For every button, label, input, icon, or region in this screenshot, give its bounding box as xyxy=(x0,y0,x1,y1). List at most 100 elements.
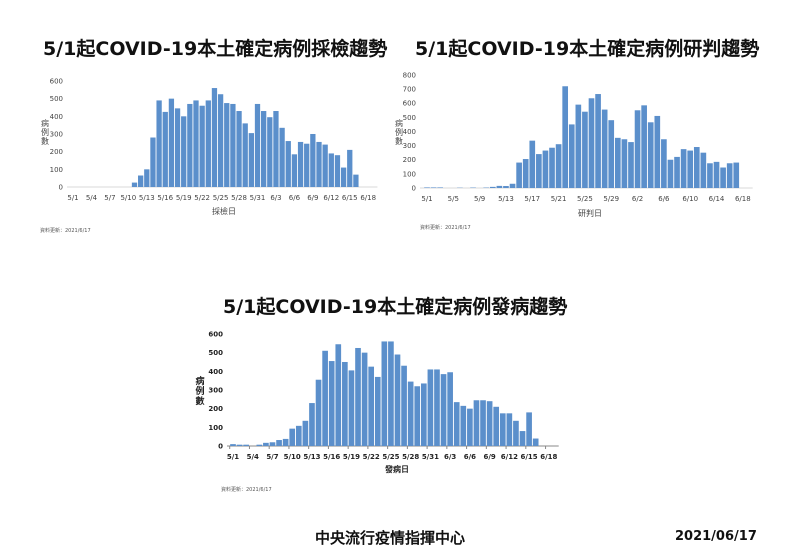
bar-5/14 xyxy=(509,183,516,188)
onset-chart: 5/1 5/4 5/7 5/10 5/13 5/16 5/19 5/22 5/25 5/28 5/3… xyxy=(208,328,580,468)
bar-5/30 xyxy=(420,383,427,446)
bar-5/29 xyxy=(608,120,615,188)
y-tick-label: 500 xyxy=(208,349,223,357)
y-tick-label: 100 xyxy=(208,424,223,432)
bar-6/12 xyxy=(700,152,707,188)
bar-6/2 xyxy=(634,110,641,188)
bar-6/8 xyxy=(674,156,680,188)
bar-5/2 xyxy=(236,444,243,446)
bar-6/16 xyxy=(353,174,359,187)
bar-6/14 xyxy=(713,161,720,188)
bar-6/12 xyxy=(506,413,513,446)
bar-6/10 xyxy=(493,406,500,446)
x-tick-label: 5/28 xyxy=(402,453,419,461)
x-tick-label: 6/3 xyxy=(444,453,456,461)
bar-5/22 xyxy=(368,366,375,446)
bar-5/11 xyxy=(295,425,302,446)
bar-6/3 xyxy=(447,372,453,446)
x-tick-label: 6/6 xyxy=(658,195,670,203)
bar-5/21 xyxy=(361,352,368,446)
bar-5/5 xyxy=(256,444,263,446)
bar-5/18 xyxy=(174,108,181,187)
bar-6/2 xyxy=(267,117,273,187)
diagnosis-bar-chart: 5/1 5/5 5/9 5/13 5/17 5/21 5/25 5/29 6/2 6/6 6/10 6… xyxy=(403,71,753,203)
bar-5/17 xyxy=(168,98,175,187)
bar-5/1 xyxy=(230,444,236,446)
bar-5/30 xyxy=(614,137,621,188)
x-tick-label: 5/22 xyxy=(194,194,210,202)
y-tick-label: 400 xyxy=(50,113,63,121)
bar-5/18 xyxy=(536,154,542,188)
bar-5/26 xyxy=(588,98,595,188)
bar-5/12 xyxy=(302,420,309,446)
y-tick-label: 500 xyxy=(403,114,416,122)
bar-6/14 xyxy=(340,167,347,187)
y-tick-label: 300 xyxy=(403,142,416,150)
bar-5/26 xyxy=(394,354,401,446)
bar-6/17 xyxy=(733,162,740,188)
bar-6/13 xyxy=(334,155,341,187)
bar-5/17 xyxy=(529,140,536,188)
x-tick-label: 6/18 xyxy=(735,195,751,203)
onset-bar-chart: 5/1 5/4 5/7 5/10 5/13 5/16 5/19 5/22 5/25 5/28 5/3… xyxy=(208,330,559,461)
bar-5/15 xyxy=(156,100,162,187)
bar-6/5 xyxy=(285,141,291,187)
bar-5/16 xyxy=(162,111,168,187)
x-tick-label: 6/15 xyxy=(521,453,538,461)
bar-5/25 xyxy=(582,111,588,188)
y-tick-label: 600 xyxy=(208,330,223,338)
bar-6/1 xyxy=(261,111,267,187)
bar-5/10 xyxy=(289,428,296,446)
x-tick-label: 5/25 xyxy=(213,194,229,202)
bar-5/3 xyxy=(437,187,443,188)
bar-5/20 xyxy=(187,103,193,187)
bar-6/7 xyxy=(473,400,480,446)
bar-5/24 xyxy=(211,88,218,187)
x-tick-label: 6/2 xyxy=(632,195,643,203)
sampling-bar-chart: 5/1 5/4 5/7 5/10 5/13 5/16 5/19 5/22 5/25 5/28 5/3… xyxy=(50,77,378,202)
y-tick-label: 700 xyxy=(403,86,416,94)
y-tick-label: 300 xyxy=(208,386,223,394)
x-tick-label: 5/29 xyxy=(603,195,619,203)
x-tick-label: 5/28 xyxy=(231,194,247,202)
y-tick-label: 500 xyxy=(50,95,63,103)
sampling-chart: 5/1 5/4 5/7 5/10 5/13 5/16 5/19 5/22 5/25 5/28 5/3… xyxy=(50,70,380,210)
bar-6/11 xyxy=(322,144,328,187)
x-tick-label: 6/10 xyxy=(682,195,698,203)
x-tick-label: 5/4 xyxy=(247,453,259,461)
x-tick-label: 6/12 xyxy=(323,194,339,202)
bar-6/3 xyxy=(641,105,647,188)
bar-5/29 xyxy=(414,386,421,446)
bar-5/25 xyxy=(217,94,224,187)
bar-5/19 xyxy=(348,370,355,446)
x-tick-label: 5/22 xyxy=(363,453,380,461)
bar-6/8 xyxy=(480,400,486,446)
y-tick-label: 100 xyxy=(403,170,416,178)
x-tick-label: 5/25 xyxy=(577,195,593,203)
x-tick-label: 5/21 xyxy=(551,195,567,203)
x-axis-label: 研判日 xyxy=(578,209,602,218)
bar-6/9 xyxy=(486,401,493,446)
bar-5/30 xyxy=(248,133,254,187)
x-axis-label: 採檢日 xyxy=(212,207,236,216)
x-tick-label: 5/5 xyxy=(448,195,459,203)
x-tick-label: 5/13 xyxy=(498,195,514,203)
bar-5/13 xyxy=(503,186,509,188)
bar-5/7 xyxy=(269,442,276,446)
x-tick-label: 5/1 xyxy=(67,194,78,202)
x-tick-label: 6/3 xyxy=(270,194,281,202)
bar-5/3 xyxy=(243,444,249,446)
x-tick-label: 5/9 xyxy=(474,195,485,203)
bar-5/13 xyxy=(144,169,150,187)
x-tick-label: 5/1 xyxy=(227,453,239,461)
chart-title-diagnosis: 5/1起COVID-19本土確定病例研判趨勢 xyxy=(415,38,760,60)
x-tick-label: 5/10 xyxy=(120,194,136,202)
x-tick-label: 5/10 xyxy=(284,453,301,461)
bar-5/25 xyxy=(388,341,394,446)
bar-5/20 xyxy=(355,347,361,446)
bar-6/4 xyxy=(647,122,654,188)
x-tick-label: 5/19 xyxy=(176,194,192,202)
y-tick-label: 200 xyxy=(50,148,63,156)
x-tick-label: 5/25 xyxy=(382,453,399,461)
bar-5/2 xyxy=(430,187,437,188)
